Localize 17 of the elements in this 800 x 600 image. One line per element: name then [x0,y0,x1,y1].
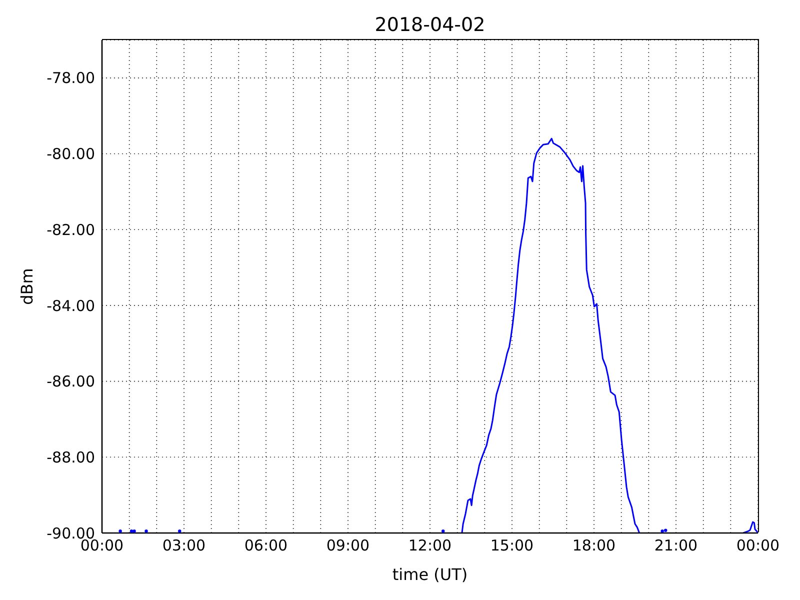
y-tick-label: -80.00 [46,145,95,164]
x-tick-label: 09:00 [326,536,370,555]
y-tick-label: -84.00 [46,296,95,315]
x-tick-label: 03:00 [162,536,206,555]
y-tick-label: -82.00 [46,220,95,239]
y-tick-label: -86.00 [46,372,95,391]
y-tick-label: -78.00 [46,69,95,88]
x-tick-label: 15:00 [490,536,534,555]
x-tick-label: 21:00 [654,536,698,555]
x-axis-title: time (UT) [392,565,468,584]
x-tick-label: 12:00 [408,536,452,555]
x-tick-label: 18:00 [572,536,616,555]
y-tick-label: -88.00 [46,448,95,466]
y-axis-title: dBm [18,268,37,305]
x-tick-label: 00:00 [736,536,780,555]
x-tick-label: 06:00 [244,536,288,555]
chart-title: 2018-04-02 [374,14,486,36]
